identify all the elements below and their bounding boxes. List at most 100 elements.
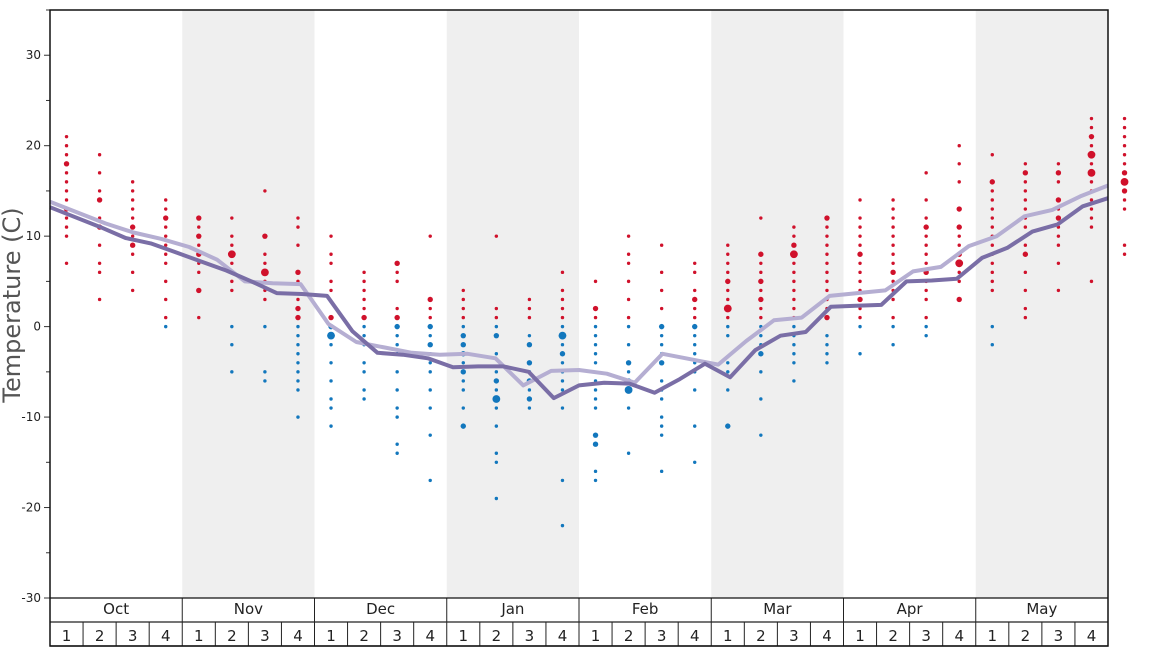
temperature-dot <box>494 370 499 374</box>
temperature-dot <box>97 153 102 157</box>
temperature-dot <box>461 388 465 392</box>
temperature-dot <box>428 406 432 410</box>
temperature-dot <box>427 296 433 303</box>
temperature-dot <box>64 198 69 202</box>
temperature-dot <box>858 352 862 356</box>
temperature-dot <box>593 333 598 338</box>
temperature-dot <box>362 324 366 329</box>
temperature-dot <box>693 306 697 311</box>
temperature-dot <box>659 415 664 419</box>
week-label: 3 <box>789 627 799 645</box>
temperature-dot <box>362 361 366 365</box>
temperature-dot <box>461 288 465 293</box>
temperature-dot <box>558 331 567 340</box>
temperature-dot <box>626 297 631 302</box>
temperature-dot <box>329 343 333 347</box>
temperature-dot <box>924 261 928 265</box>
temperature-dot <box>858 279 862 284</box>
temperature-dot <box>592 305 599 312</box>
temperature-dot <box>460 423 466 429</box>
temperature-dot <box>428 306 432 311</box>
temperature-dot <box>362 288 366 293</box>
temperature-dot <box>1121 170 1128 176</box>
temperature-dot <box>560 523 565 528</box>
temperature-dot <box>1056 261 1061 265</box>
temperature-dot <box>461 406 465 410</box>
temperature-dot <box>825 333 829 338</box>
temperature-dot <box>990 216 994 220</box>
month-band <box>182 10 315 598</box>
temperature-dot <box>658 360 665 366</box>
temperature-dot <box>923 224 929 230</box>
temperature-dot <box>891 243 895 247</box>
temperature-dot <box>659 288 664 293</box>
temperature-dot <box>1088 133 1095 140</box>
temperature-dot <box>560 379 565 383</box>
temperature-dot <box>1121 188 1128 194</box>
temperature-dot <box>858 234 862 238</box>
temperature-dot <box>758 351 764 357</box>
temperature-dot <box>659 433 664 437</box>
temperature-dot <box>560 288 565 293</box>
temperature-dot <box>196 287 202 294</box>
temperature-dot <box>129 242 136 248</box>
temperature-dot <box>461 324 465 329</box>
temperature-dot <box>791 242 797 248</box>
temperature-dot <box>494 496 499 501</box>
temperature-dot <box>97 297 102 302</box>
temperature-dot <box>329 424 333 428</box>
week-label: 1 <box>855 627 865 645</box>
temperature-dot <box>428 478 432 483</box>
temperature-dot <box>296 352 300 356</box>
week-label: 4 <box>690 627 700 645</box>
week-label: 3 <box>128 627 138 645</box>
temperature-dots <box>63 116 1129 528</box>
plot-frame <box>49 9 1109 647</box>
temperature-dot <box>362 397 366 401</box>
temperature-dot <box>1023 198 1028 202</box>
temperature-dot <box>924 288 928 293</box>
temperature-dot <box>593 388 598 392</box>
temperature-dot <box>64 153 69 157</box>
temperature-dot <box>825 279 829 284</box>
temperature-dot <box>164 315 168 320</box>
temperature-dot <box>759 261 763 265</box>
week-label: 2 <box>624 627 634 645</box>
temperature-dot <box>592 441 599 447</box>
y-axis: 30 20 10 0 -10 -20 -30 <box>21 9 50 605</box>
temperature-dot <box>493 378 500 384</box>
temperature-dot <box>97 243 102 247</box>
temperature-dot <box>329 379 333 383</box>
temperature-dot <box>957 243 961 247</box>
temperature-dot <box>296 333 300 338</box>
temperature-dot <box>130 252 135 256</box>
temperature-dot <box>329 261 333 265</box>
temperature-dot <box>197 225 201 229</box>
temperature-dot <box>1022 251 1029 257</box>
temperature-dot <box>130 180 135 184</box>
temperature-dot <box>759 333 763 338</box>
temperature-dot <box>825 225 829 229</box>
trend-line-dark <box>49 196 1109 401</box>
temperature-dot <box>362 370 366 374</box>
temperature-dot <box>395 388 399 392</box>
temperature-dot <box>825 352 829 356</box>
temperature-dot <box>296 243 300 247</box>
temperature-dot <box>1023 243 1028 247</box>
week-label: 3 <box>525 627 535 645</box>
temperature-dot <box>593 361 598 365</box>
temperature-dot <box>461 315 465 320</box>
temperature-dot <box>990 153 994 157</box>
temperature-dot <box>230 288 234 293</box>
y-axis-title: Temperature (C) <box>0 207 26 403</box>
temperature-dot <box>726 261 730 265</box>
temperature-dot <box>1056 288 1061 293</box>
temperature-dot <box>494 306 499 311</box>
temperature-dot <box>64 225 69 229</box>
temperature-dot <box>164 198 168 202</box>
y-tick-label: 10 <box>26 229 41 243</box>
temperature-dot <box>924 198 928 202</box>
temperature-dot <box>527 333 532 338</box>
temperature-dot <box>362 388 366 392</box>
y-tick-label: 0 <box>33 320 41 334</box>
